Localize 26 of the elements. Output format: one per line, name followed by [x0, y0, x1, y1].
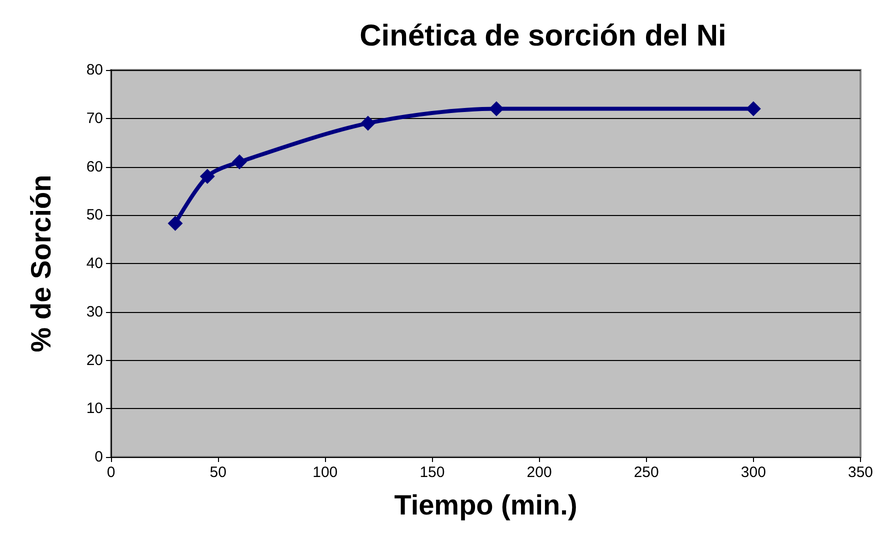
point — [360, 116, 376, 131]
x-tick-label: 300 — [740, 464, 766, 481]
y-tick-label: 70 — [86, 110, 103, 127]
y-tick-label: 50 — [86, 206, 103, 224]
y-tick-label: 10 — [86, 400, 103, 418]
y-tick-label: 60 — [86, 158, 103, 176]
point — [200, 168, 215, 184]
x-tick-label: 150 — [420, 464, 445, 481]
point — [168, 216, 183, 231]
chart-title: Cinética de sorción del Ni — [360, 20, 726, 52]
x-tick-label: 100 — [312, 464, 338, 481]
x-tick-label: 350 — [848, 464, 873, 481]
x-tick-label: 50 — [210, 464, 226, 481]
point — [488, 101, 504, 116]
point — [746, 101, 761, 116]
point — [232, 154, 247, 170]
y-tick-label: 40 — [86, 255, 103, 272]
y-tick-label: 80 — [86, 62, 103, 78]
x-tick-label: 0 — [106, 464, 116, 481]
y-tick-label: 20 — [86, 352, 103, 369]
x-axis-title: Tiempo (min.) — [394, 490, 578, 520]
y-tick-label: 30 — [86, 303, 103, 320]
y-tick-label: 0 — [94, 448, 103, 466]
x-tick-label: 250 — [634, 464, 659, 481]
y-axis-title: % de Sorción — [26, 174, 56, 352]
x-tick-label: 200 — [526, 464, 552, 481]
